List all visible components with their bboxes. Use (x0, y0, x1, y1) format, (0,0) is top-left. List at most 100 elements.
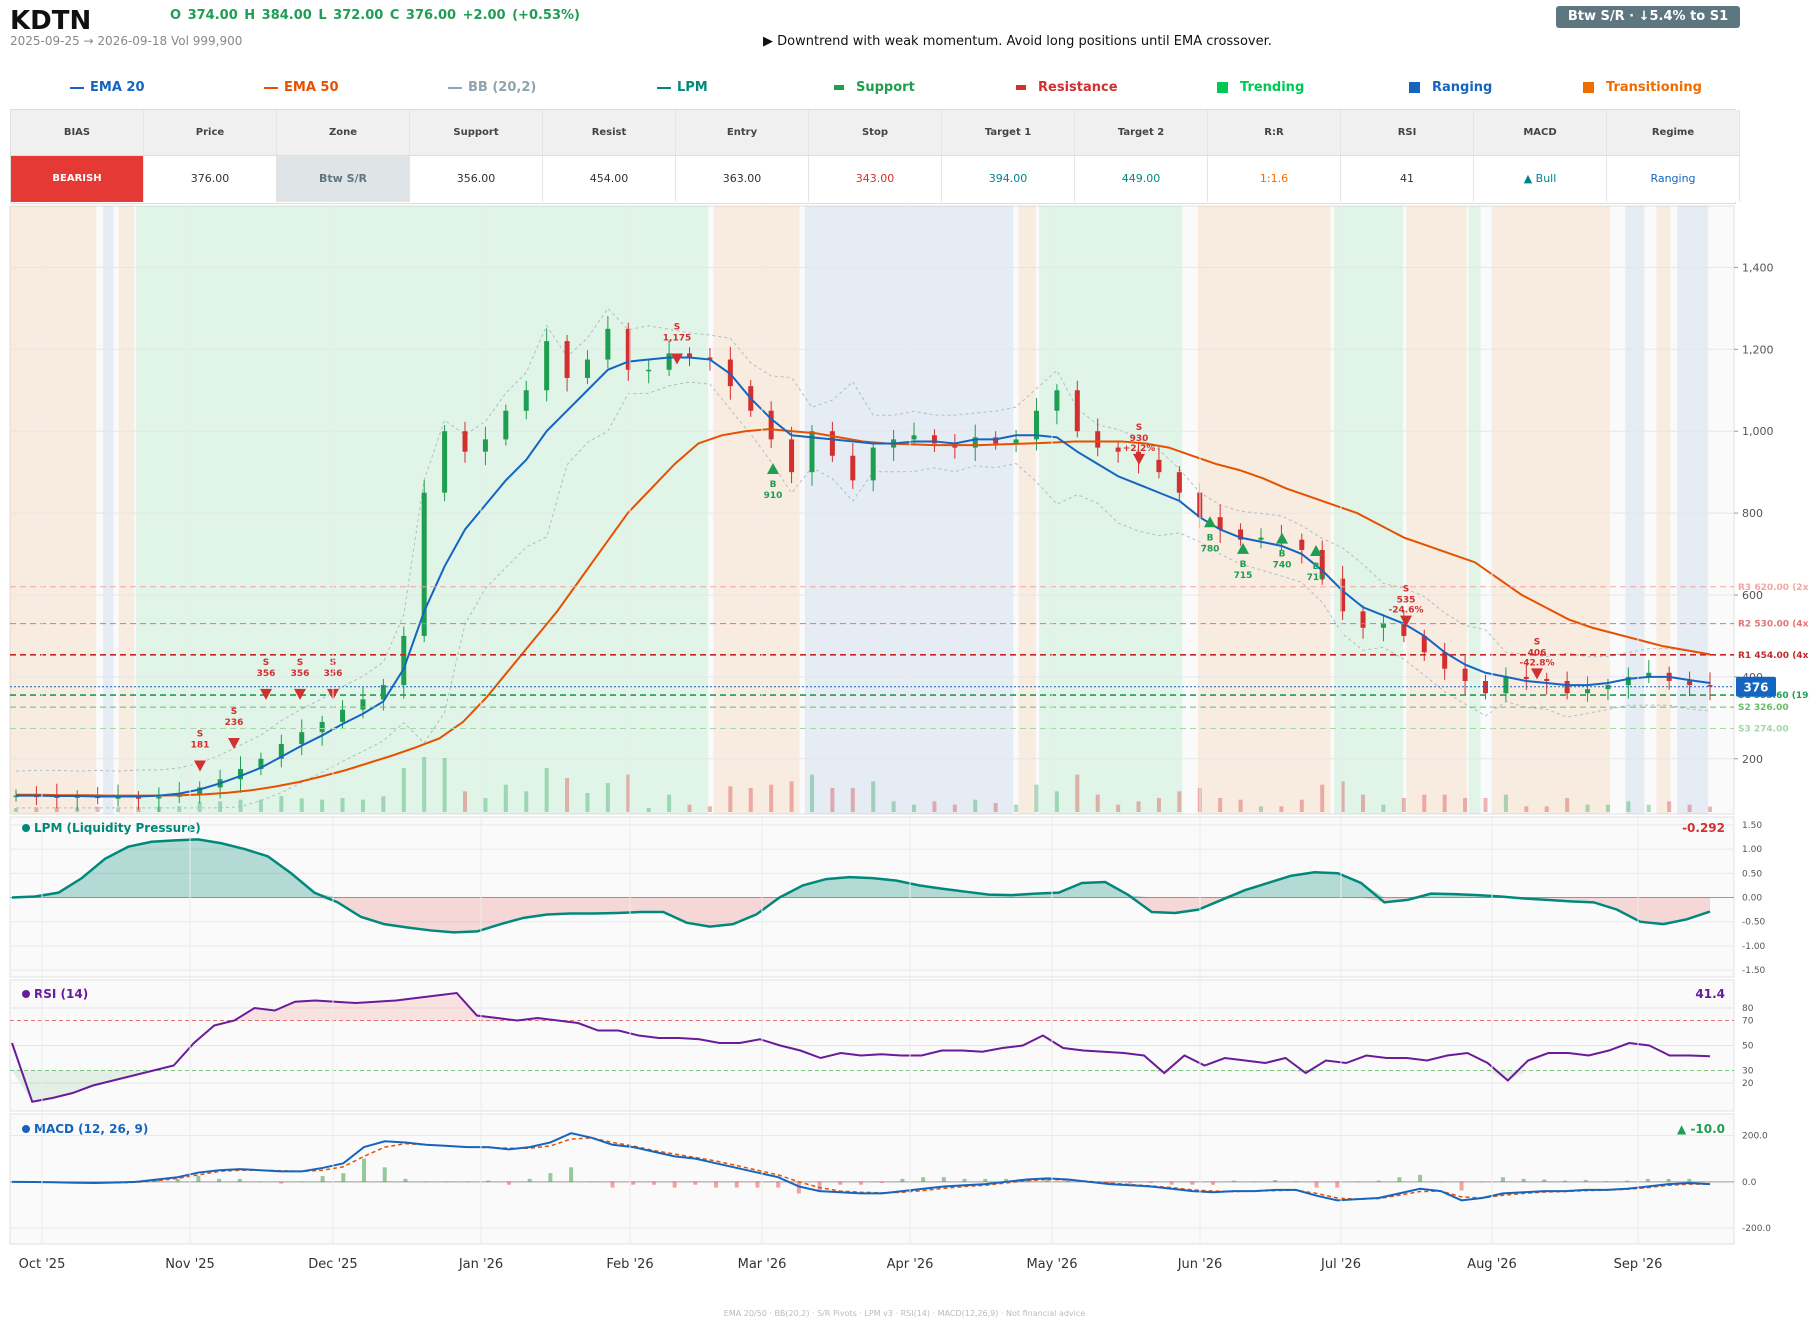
legend-item-ema-50[interactable]: EMA 50 (264, 80, 339, 95)
candle-body (1585, 689, 1591, 694)
sell-marker-icon (1531, 668, 1543, 680)
buy-marker-icon (1237, 542, 1249, 554)
legend-item-support[interactable]: Support (834, 80, 915, 95)
x-tick-label: Sep '26 (1614, 1257, 1663, 1272)
regime-band-transitioning (1197, 206, 1331, 814)
lpm-last-value: -0.292 (1682, 821, 1725, 835)
legend-item-lpm[interactable]: LPM (657, 80, 708, 95)
signal-price: 740 (1273, 561, 1292, 571)
volume-bar (238, 799, 243, 812)
volume-bar (1014, 804, 1019, 812)
macd-histogram-bar (734, 1181, 739, 1188)
volume-bar (1708, 806, 1712, 812)
legend-item-ema-20[interactable]: EMA 20 (70, 80, 145, 95)
table-header-target-2: Target 2 (1075, 110, 1208, 156)
macd-histogram-bar (486, 1180, 491, 1182)
volume-bar (1218, 798, 1223, 812)
candle-body (605, 328, 611, 360)
regime-band-transitioning (1492, 206, 1610, 814)
table-cell-r-r: 1:1.6 (1208, 156, 1341, 202)
macd-histogram-bar (651, 1181, 656, 1185)
lpm-positive-area (12, 839, 1710, 898)
signal-label: S (1403, 585, 1409, 595)
macd-histogram-bar (610, 1181, 615, 1188)
candle-body (278, 744, 284, 759)
signal-label: B (770, 480, 777, 490)
volume-bar (1442, 794, 1447, 812)
candle-body (482, 439, 488, 452)
volume-bar (463, 791, 468, 812)
macd-histogram-bar (921, 1177, 926, 1182)
candle-body (625, 328, 631, 370)
price-panel (9, 205, 1735, 815)
macd-histogram-bar (1418, 1174, 1423, 1182)
signal-price: 930 (1130, 434, 1149, 444)
macd-histogram-bar (693, 1181, 698, 1185)
candle-body (1544, 678, 1550, 681)
legend-square-swatch (1409, 82, 1420, 93)
x-tick-label: Dec '25 (308, 1257, 357, 1272)
y-tick-label: 1,000 (1742, 425, 1774, 438)
y-tick-label: -1.50 (1742, 966, 1766, 976)
volume-bar (544, 768, 549, 812)
volume-bar (1646, 804, 1651, 812)
volume-bar (95, 806, 100, 812)
volume-bar (1667, 801, 1672, 812)
macd-histogram-bar (1687, 1178, 1692, 1182)
candle-body (1646, 672, 1652, 677)
legend-item-trending[interactable]: Trending (1217, 80, 1304, 95)
volume-bar (381, 796, 386, 812)
table-cell-macd: ▲ Bull (1474, 156, 1607, 202)
legend-item-resistance[interactable]: Resistance (1016, 80, 1118, 95)
legend-item-bb-20-2[interactable]: BB (20,2) (448, 80, 536, 95)
macd-histogram-bar (796, 1181, 801, 1194)
macd-histogram-bar (1438, 1181, 1443, 1183)
signal-price: 535 (1397, 596, 1416, 606)
volume-bar (626, 774, 631, 812)
signal-price: 910 (764, 491, 783, 501)
signal-label: B (1279, 550, 1286, 560)
macd-histogram-bar (631, 1181, 636, 1185)
signal-price: 236 (225, 718, 244, 728)
table-cell-entry: 363.00 (676, 156, 809, 202)
x-tick-label: Jul '26 (1320, 1257, 1361, 1272)
macd-histogram-bar (258, 1181, 263, 1183)
volume-bar (605, 783, 610, 812)
last-price-tag (1736, 676, 1776, 697)
candle-body (1687, 680, 1693, 686)
macd-panel (9, 1113, 1735, 1245)
legend-line-swatch (70, 86, 84, 89)
candle-body (1033, 410, 1039, 440)
volume-bar (1544, 806, 1549, 812)
volume-bar (1381, 804, 1386, 812)
volume-bar (748, 788, 753, 812)
y-tick-label: 0.00 (1742, 894, 1762, 904)
sell-marker-icon (1133, 453, 1145, 465)
signal-label: B (1240, 560, 1247, 570)
regime-band-transitioning (1018, 206, 1036, 814)
legend-item-transitioning[interactable]: Transitioning (1583, 80, 1702, 95)
y-tick-label: 70 (1742, 1017, 1754, 1027)
chart-legend: EMA 20 EMA 50 BB (20,2) LPM Support Resistanc… (0, 80, 1740, 100)
rsi-overbought-area (12, 993, 1710, 1021)
candle-body (1421, 635, 1427, 653)
volume-bar (1279, 806, 1284, 812)
macd-histogram-bar (859, 1181, 863, 1185)
ohlc-readout: O 374.00 H 384.00 L 372.00 C 376.00 +2.0… (170, 8, 580, 23)
sell-marker-icon (1400, 615, 1412, 627)
x-tick-label: Oct '25 (19, 1257, 66, 1272)
legend-label: Transitioning (1606, 80, 1702, 95)
table-cell-target-1: 394.00 (942, 156, 1075, 202)
level-label: R3 620.00 (2x) (1738, 583, 1809, 593)
candle-body (1625, 676, 1631, 686)
volume-bar (850, 788, 855, 812)
candle-body (544, 341, 550, 391)
table-header-regime: Regime (1607, 110, 1740, 156)
y-tick-label: -0.50 (1742, 918, 1766, 928)
ticker-symbol: KDTN (10, 6, 92, 36)
x-tick-label: Jun '26 (1177, 1257, 1223, 1272)
legend-line-swatch (448, 86, 462, 89)
macd-histogram-bar (714, 1181, 719, 1188)
legend-item-ranging[interactable]: Ranging (1409, 80, 1492, 95)
candle-body (503, 410, 509, 440)
